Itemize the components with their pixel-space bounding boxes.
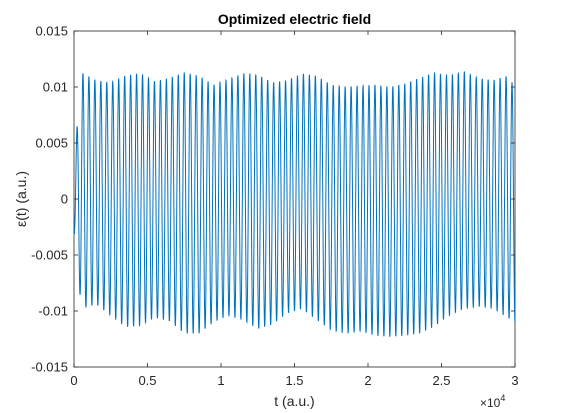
- y-tick-label: 0: [61, 192, 68, 207]
- y-tick-label: 0.01: [43, 80, 68, 95]
- x-tick-label: 2: [364, 373, 371, 388]
- series-layer: [73, 71, 516, 337]
- x-axis-exponent: ×104: [480, 393, 505, 410]
- series-line: [73, 71, 516, 337]
- x-tick-label: 1.5: [285, 373, 303, 388]
- chart-title: Optimized electric field: [218, 11, 371, 27]
- y-tick-label: 0.005: [35, 136, 68, 151]
- y-tick-label: -0.005: [31, 248, 68, 263]
- y-axis-label: ε(t) (a.u.): [13, 171, 29, 227]
- x-axis-exponent-base: ×10: [480, 396, 501, 410]
- x-ticks: 0 0.5 1 1.5 2 2.5 3: [70, 31, 519, 388]
- x-tick-label: 2.5: [432, 373, 450, 388]
- y-tick-label: -0.015: [31, 360, 68, 375]
- x-tick-label: 3: [511, 373, 518, 388]
- x-tick-label: 0: [70, 373, 77, 388]
- x-axis-exponent-power: 4: [500, 393, 505, 403]
- y-ticks: -0.015 -0.01 -0.005 0 0.005 0.01 0.015: [31, 24, 515, 375]
- y-tick-label: -0.01: [38, 304, 68, 319]
- x-tick-label: 0.5: [138, 373, 156, 388]
- y-tick-label: 0.015: [35, 24, 68, 39]
- x-axis-label: t (a.u.): [274, 393, 314, 409]
- x-tick-label: 1: [217, 373, 224, 388]
